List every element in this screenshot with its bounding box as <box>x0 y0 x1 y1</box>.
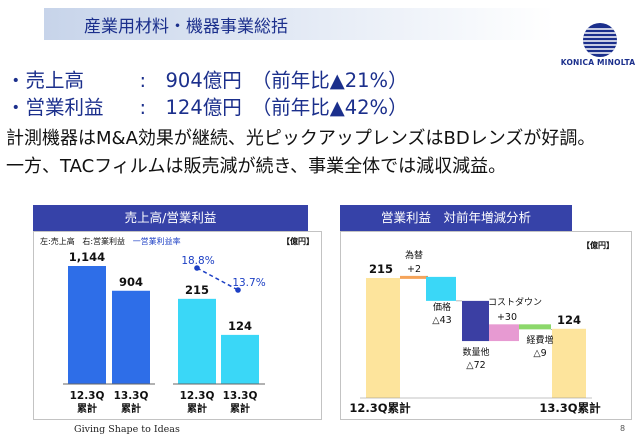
margin-point <box>235 287 241 293</box>
waterfall-step-name: 価格 <box>433 301 451 313</box>
waterfall-step-bar <box>462 300 489 342</box>
right-chart-unit: 【億円】 <box>582 241 614 250</box>
legend-profit: 右:営業利益 <box>82 237 126 246</box>
waterfall-total-label: 215 <box>369 262 393 276</box>
category-label: 12.3Q <box>180 390 215 402</box>
sales-colon: : <box>139 69 147 92</box>
profit-change: （前年比▲42%） <box>251 96 408 119</box>
page-number: 8 <box>620 424 626 433</box>
profit-value: 124億円 <box>165 96 242 119</box>
waterfall-total-bar <box>552 328 586 398</box>
category-label: 13.3Q <box>114 390 149 402</box>
waterfall-step-name: コストダウン <box>488 296 542 308</box>
waterfall-step-name: 経費増 <box>526 334 553 346</box>
waterfall-step-name: 為替 <box>405 249 423 261</box>
waterfall-step-bar <box>489 324 519 342</box>
description-line-2: 一方、TACフィルムは販売減が続き、事業全体では減収減益。 <box>6 156 507 177</box>
category-label: 累計 <box>121 402 141 415</box>
bullet-marker: ・ <box>6 96 26 119</box>
legend-sales: 左:売上高 <box>40 237 75 246</box>
category-label: 12.3Q <box>70 390 105 402</box>
margin-label: 18.8% <box>181 255 214 267</box>
waterfall-step-bar <box>426 276 456 301</box>
profit-value-label: 215 <box>185 283 209 297</box>
profit-label: 営業利益 <box>25 96 104 119</box>
left-chart-legend: 左:売上高 右:営業利益 一営業利益率 <box>40 236 181 247</box>
description-line-1: 計測機器はM&A効果が継続、光ピックアップレンズはBDレンズが好調。 <box>6 128 596 149</box>
logo-text: KONICA MINOLTA <box>560 58 636 67</box>
waterfall-step-bar <box>519 324 551 330</box>
waterfall-step-delta: +2 <box>407 264 421 275</box>
legend-rate: 一営業利益率 <box>132 237 181 246</box>
waterfall-step-delta: △43 <box>432 315 451 326</box>
profit-colon: : <box>139 96 147 119</box>
sales-summary: ・売上高:904億円 （前年比▲21%） <box>6 64 408 93</box>
sales-change: （前年比▲21%） <box>251 69 408 92</box>
left-chart-unit: 【億円】 <box>282 237 314 246</box>
bullet-marker: ・ <box>6 69 26 92</box>
title-bar <box>44 8 554 40</box>
waterfall-total-bar <box>366 278 400 398</box>
waterfall-step-delta: +30 <box>497 312 517 323</box>
category-label: 累計 <box>77 402 97 415</box>
sales-value-label: 904 <box>119 275 143 289</box>
footer-tagline: Giving Shape to Ideas <box>74 424 180 435</box>
waterfall-step-name: 数量他 <box>462 346 489 358</box>
margin-point <box>194 265 200 271</box>
waterfall-step-bar <box>400 275 428 279</box>
waterfall-category-label: 13.3Q累計 <box>539 401 601 415</box>
waterfall-step-delta: △72 <box>466 360 485 371</box>
profit-bar <box>221 334 259 384</box>
right-chart-header: 営業利益 対前年増減分析 <box>340 205 572 231</box>
category-label: 累計 <box>187 402 207 415</box>
profit-summary: ・営業利益:124億円 （前年比▲42%） <box>6 91 408 120</box>
category-label: 13.3Q <box>223 390 258 402</box>
sales-bar <box>112 290 150 384</box>
waterfall-step-delta: △9 <box>533 348 546 359</box>
waterfall-total-label: 124 <box>557 313 581 327</box>
profit-bar <box>178 298 216 384</box>
margin-label: 13.7% <box>232 277 265 289</box>
page-title: 産業用材料・機器事業総括 <box>84 17 288 37</box>
waterfall-category-label: 12.3Q累計 <box>349 401 411 415</box>
sales-value-label: 1,144 <box>69 250 105 264</box>
konica-minolta-logo-icon <box>583 23 617 57</box>
category-label: 累計 <box>230 402 250 415</box>
sales-bar <box>68 266 106 384</box>
sales-label: 売上高 <box>25 69 85 92</box>
left-chart-header: 売上高/営業利益 <box>33 205 308 231</box>
margin-line <box>196 267 239 291</box>
sales-value: 904億円 <box>165 69 242 92</box>
profit-value-label: 124 <box>228 319 252 333</box>
